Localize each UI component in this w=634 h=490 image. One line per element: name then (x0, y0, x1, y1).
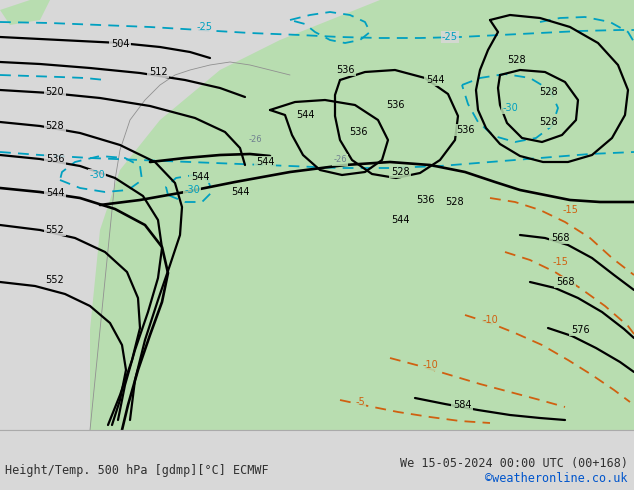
Text: -30: -30 (89, 170, 105, 180)
Text: 528: 528 (539, 117, 557, 127)
Polygon shape (0, 0, 50, 25)
Text: 584: 584 (453, 400, 471, 410)
Text: 536: 536 (336, 65, 354, 75)
Text: 528: 528 (446, 197, 464, 207)
Text: We 15-05-2024 00:00 UTC (00+168): We 15-05-2024 00:00 UTC (00+168) (399, 457, 628, 469)
Text: ©weatheronline.co.uk: ©weatheronline.co.uk (485, 472, 628, 485)
Text: -30: -30 (184, 185, 200, 195)
Polygon shape (480, 0, 634, 75)
Text: -26: -26 (248, 136, 262, 145)
Text: -25: -25 (442, 32, 458, 42)
Text: 536: 536 (456, 125, 474, 135)
Text: 528: 528 (507, 55, 526, 65)
Text: -10: -10 (482, 315, 498, 325)
Text: -26: -26 (333, 155, 347, 165)
Text: 568: 568 (551, 233, 569, 243)
Text: -30: -30 (502, 103, 518, 113)
Text: 568: 568 (556, 277, 574, 287)
Text: 544: 544 (295, 110, 314, 120)
Text: 504: 504 (111, 39, 129, 49)
Text: 536: 536 (385, 100, 404, 110)
Text: 552: 552 (46, 275, 65, 285)
Text: 544: 544 (391, 215, 410, 225)
Text: 552: 552 (46, 225, 65, 235)
Text: -25: -25 (197, 22, 213, 32)
Text: 528: 528 (46, 121, 64, 131)
Text: 520: 520 (46, 87, 64, 97)
Text: 544: 544 (46, 188, 64, 198)
Text: 536: 536 (349, 127, 367, 137)
Text: -5: -5 (355, 397, 365, 407)
Text: 528: 528 (539, 87, 557, 97)
Text: 528: 528 (391, 167, 410, 177)
Text: 536: 536 (416, 195, 434, 205)
Text: 544: 544 (231, 187, 249, 197)
Text: 576: 576 (571, 325, 590, 335)
Text: -15: -15 (552, 257, 568, 267)
Text: 544: 544 (426, 75, 444, 85)
Text: 536: 536 (46, 154, 64, 164)
Polygon shape (90, 0, 634, 430)
Text: -15: -15 (562, 205, 578, 215)
Text: -10: -10 (422, 360, 438, 370)
Text: Height/Temp. 500 hPa [gdmp][°C] ECMWF: Height/Temp. 500 hPa [gdmp][°C] ECMWF (5, 464, 269, 477)
Text: 512: 512 (149, 67, 167, 77)
Text: 544: 544 (256, 157, 275, 167)
Text: 544: 544 (191, 172, 209, 182)
